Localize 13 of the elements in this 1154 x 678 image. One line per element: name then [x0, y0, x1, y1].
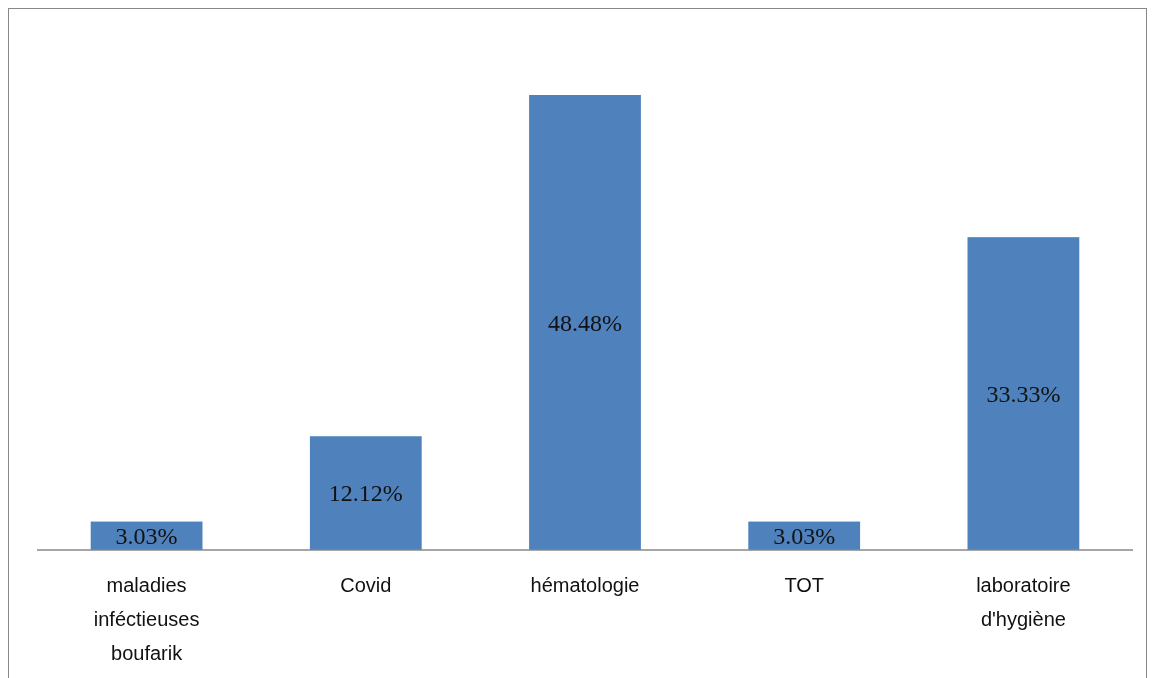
bar — [309, 436, 422, 550]
x-tick-label: laboratoire d'hygiène — [976, 574, 1071, 630]
x-tick-label: maladies inféctieuses boufarik — [93, 574, 200, 664]
bar — [529, 95, 641, 550]
x-tick-label: Covid — [340, 574, 392, 596]
bar — [967, 237, 1080, 550]
x-tick-label: hématologie — [530, 574, 640, 596]
x-tick-label: TOT — [784, 574, 825, 596]
data-label: 33.33% — [986, 380, 1061, 407]
data-label: 48.48% — [548, 309, 622, 336]
data-label: 3.03% — [115, 522, 178, 549]
data-label: 12.12% — [328, 480, 403, 507]
data-label: 3.03% — [773, 522, 836, 549]
